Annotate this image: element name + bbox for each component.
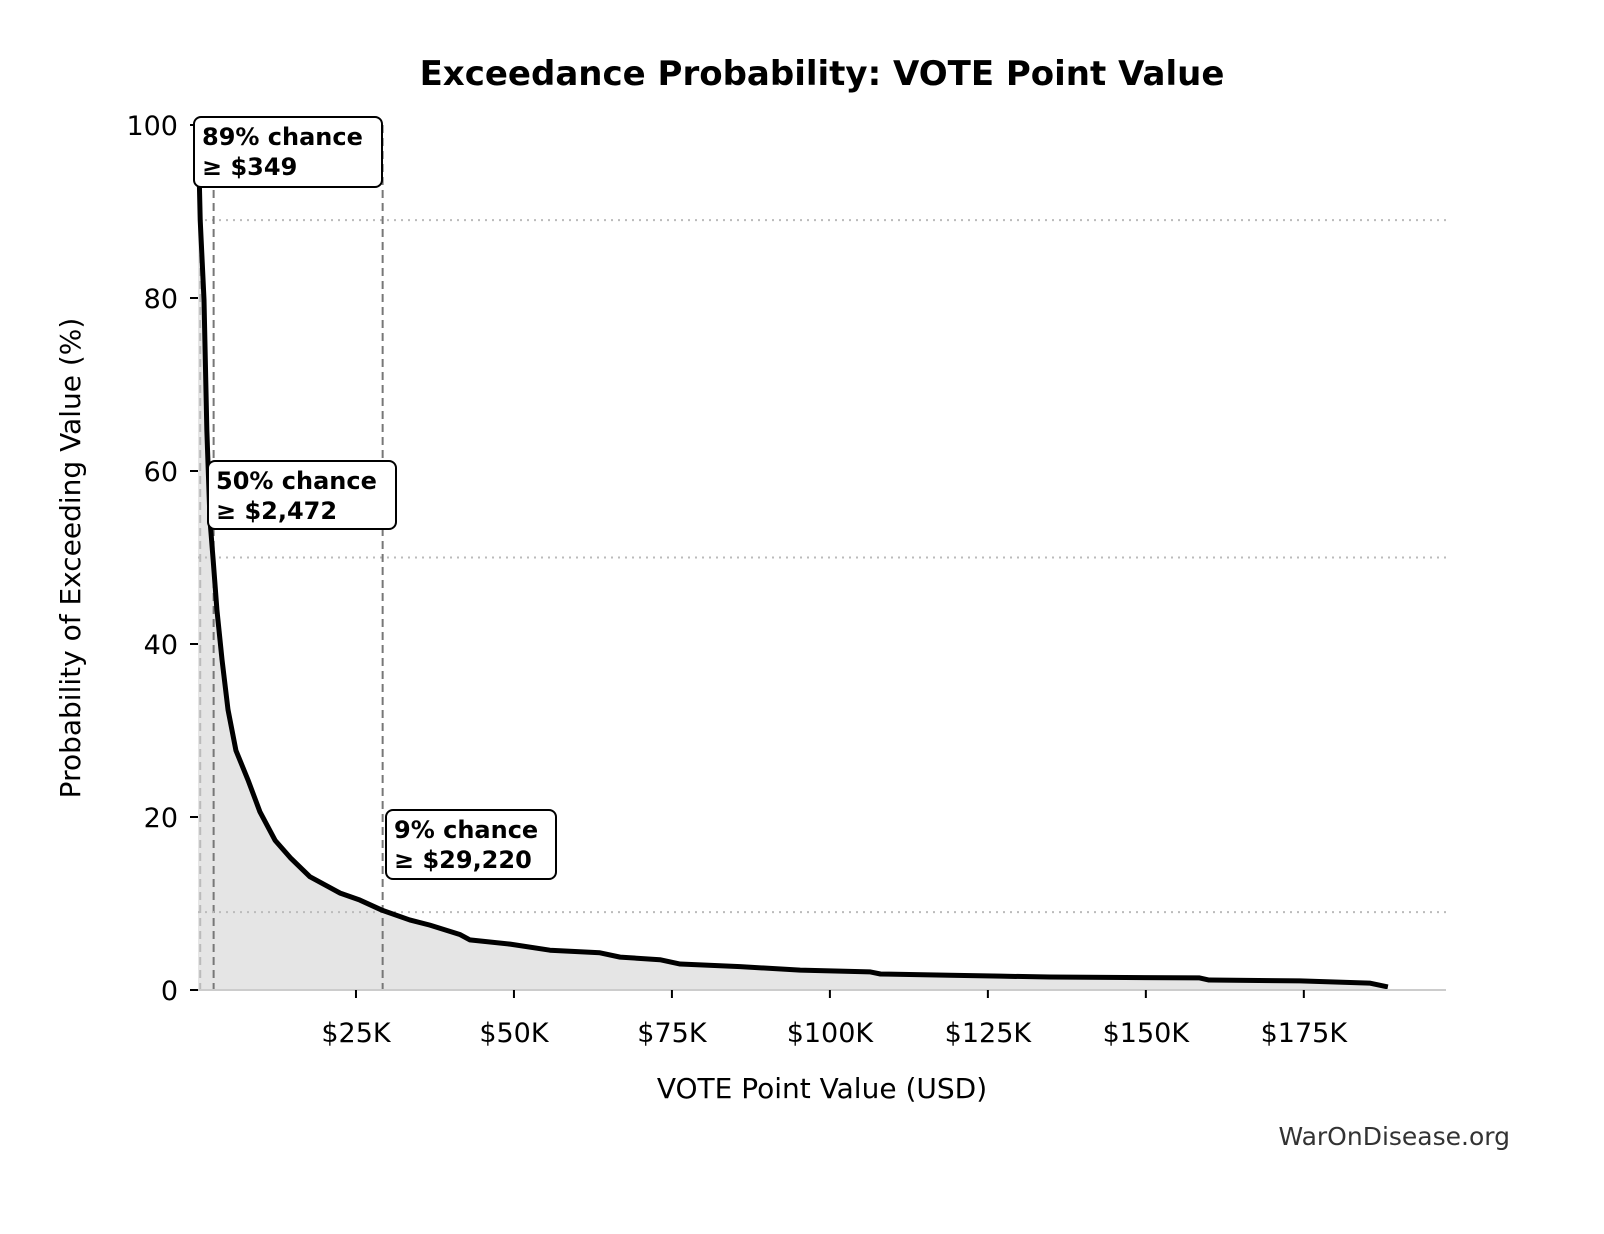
exceedance-curve [195,124,1389,990]
chart-title: Exceedance Probability: VOTE Point Value [420,54,1225,94]
y-tick-label: 60 [144,457,178,488]
annotation-value: ≥ $2,472 [216,497,337,525]
annotation-probability: 50% chance [216,467,377,495]
y-axis-label: Probability of Exceeding Value (%) [54,318,87,799]
annotation-value: ≥ $29,220 [394,846,532,874]
x-tick-label: $75K [637,1018,708,1049]
x-axis-label: VOTE Point Value (USD) [657,1072,987,1105]
x-tick-label: $175K [1261,1018,1349,1049]
y-tick-label: 80 [144,284,178,315]
annotation-box [385,809,557,880]
area-fill [198,125,1388,990]
watermark: WarOnDisease.org [1278,1122,1510,1151]
annotation-value: ≥ $349 [202,153,297,181]
x-tick-label: $125K [945,1018,1033,1049]
y-tick-label: 0 [161,976,178,1007]
annotation-probability: 89% chance [202,123,363,151]
annotation-probability: 9% chance [394,816,538,844]
x-tick-label: $25K [321,1018,392,1049]
y-tick-label: 40 [144,630,178,661]
x-tick-label: $50K [479,1018,550,1049]
x-tick-label: $100K [787,1018,875,1049]
x-tick-label: $150K [1103,1018,1191,1049]
y-tick-label: 100 [126,111,178,142]
annotation-box [207,460,397,530]
annotation-box [193,116,383,188]
y-tick-label: 20 [144,803,178,834]
